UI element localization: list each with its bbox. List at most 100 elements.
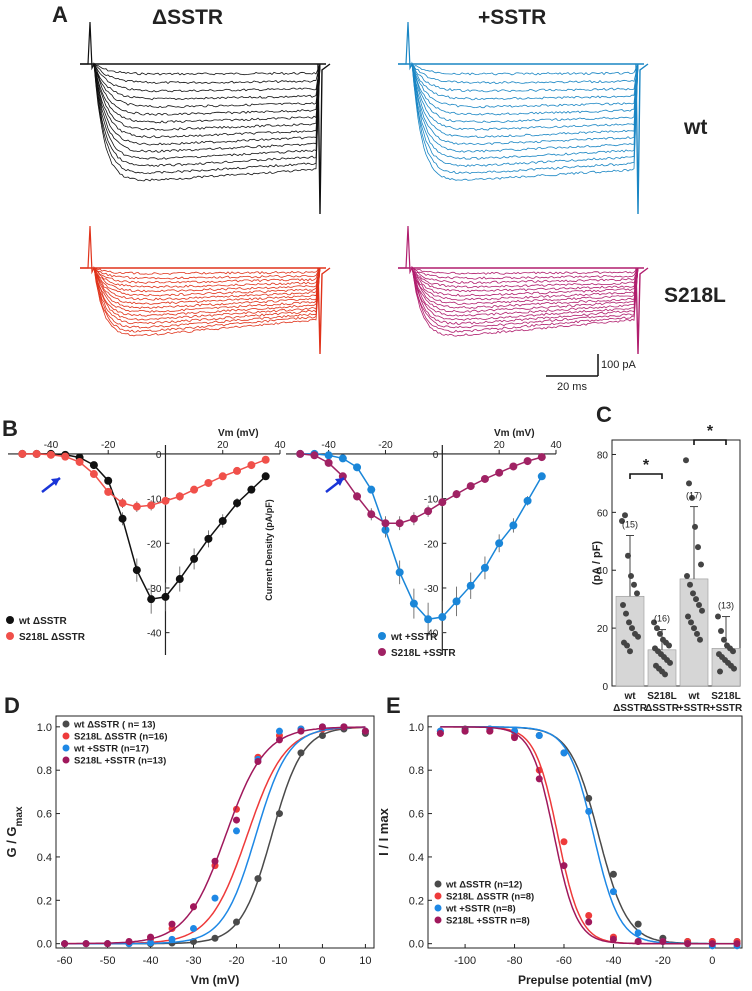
current-trace (80, 267, 321, 301)
data-point (310, 451, 319, 460)
x-tick-label: 20 (217, 440, 229, 451)
data-point (318, 723, 326, 731)
current-trace (80, 63, 321, 167)
current-trace (80, 267, 321, 275)
legend-label: S218L +SSTR n=8) (446, 916, 530, 927)
data-point (436, 729, 444, 737)
current-trace (80, 63, 321, 101)
data-point (537, 453, 546, 462)
data-point (233, 499, 242, 508)
scatter-point (693, 596, 699, 603)
x-axis-label: Vm (mV) (494, 428, 535, 439)
data-point (367, 510, 376, 519)
current-trace (398, 63, 639, 123)
data-point (535, 775, 543, 783)
current-trace (80, 63, 321, 139)
current-trace (80, 63, 321, 76)
current-trace (80, 267, 321, 321)
col-title-psstr: +SSTR (478, 6, 546, 29)
y-tick-label: 0.6 (409, 809, 424, 821)
category-label: wt (687, 691, 700, 702)
data-point (609, 870, 617, 878)
data-point (537, 472, 546, 481)
current-trace (398, 63, 639, 101)
current-trace (80, 267, 321, 317)
n-label: (16) (654, 614, 670, 624)
data-point (509, 521, 518, 530)
scatter-point (631, 581, 637, 588)
current-trace (80, 63, 321, 153)
current-trace (398, 267, 639, 329)
y-tick-label: 40 (597, 566, 609, 577)
current-trace (398, 61, 639, 93)
data-point (367, 485, 376, 494)
legend-marker (378, 632, 386, 640)
data-point (495, 539, 504, 548)
current-trace (398, 63, 639, 109)
scatter-point (662, 671, 668, 678)
trace-spike (80, 21, 95, 71)
current-trace (398, 266, 639, 280)
blue-arrowhead (51, 478, 60, 486)
data-point (708, 940, 716, 948)
y-axis-label: (pA / pF) (591, 541, 603, 586)
x-tick-label: -40 (44, 440, 59, 451)
data-point (232, 827, 240, 835)
y-axis-label: G / Gmax (4, 806, 25, 858)
data-point (254, 758, 262, 766)
data-point (523, 457, 532, 466)
data-point (511, 734, 519, 742)
row-title-wt: wt (683, 116, 707, 139)
data-point (634, 937, 642, 945)
scatter-point (697, 636, 703, 643)
current-trace (80, 63, 321, 182)
scatter-point (619, 518, 625, 525)
y-tick-label: -30 (424, 584, 439, 595)
data-point (733, 940, 741, 948)
scatter-point (715, 613, 721, 620)
x-tick-label: -100 (454, 955, 476, 967)
data-point (424, 615, 433, 624)
current-trace (398, 63, 639, 131)
current-trace (398, 267, 639, 301)
scatter-point (721, 636, 727, 643)
current-trace (398, 265, 639, 275)
legend-label: wt +SSTR (n=17) (73, 744, 149, 755)
legend-marker (434, 880, 442, 888)
data-point (61, 452, 70, 461)
significance-bracket (693, 439, 727, 445)
y-tick-label: -10 (424, 495, 439, 506)
data-point (338, 454, 347, 463)
data-point (585, 807, 593, 815)
data-point (466, 482, 475, 491)
data-point (104, 476, 113, 485)
data-point (247, 485, 256, 494)
legend-label: S218L +SSTR (391, 648, 456, 659)
data-point (190, 554, 199, 563)
data-point (523, 496, 532, 505)
data-point (204, 534, 213, 543)
scatter-point (688, 619, 694, 626)
row-title-s218l: S218L (664, 284, 726, 307)
legend-label: wt ΔSSTR (18, 616, 68, 627)
x-tick-label: -40 (143, 955, 159, 967)
current-trace (80, 267, 321, 297)
x-tick-label: -40 (605, 955, 621, 967)
legend-marker (62, 720, 70, 728)
trace-tail (317, 63, 331, 215)
y-tick-label: -40 (424, 629, 439, 640)
x-tick-label: 10 (359, 955, 371, 967)
x-axis-label: Vm (mV) (218, 428, 259, 439)
data-point (340, 723, 348, 731)
data-point (61, 940, 69, 948)
y-tick-label: 0 (156, 450, 162, 461)
trace-tail (635, 63, 649, 215)
scatter-point (683, 457, 689, 464)
current-trace (398, 266, 639, 309)
current-trace (398, 267, 639, 317)
x-tick-label: -20 (655, 955, 671, 967)
legend-marker (62, 756, 70, 764)
current-trace (398, 63, 639, 153)
scatter-point (689, 494, 695, 501)
